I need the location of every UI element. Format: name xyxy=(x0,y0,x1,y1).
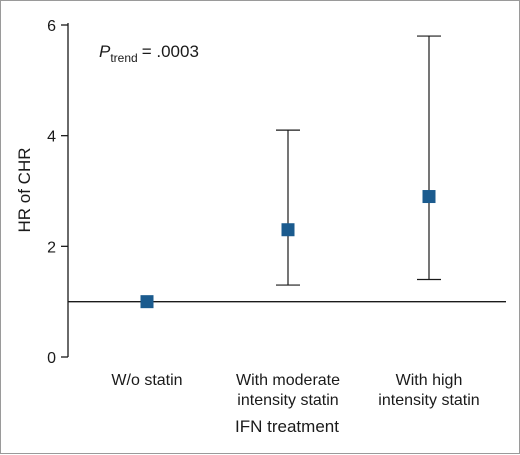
data-point-marker xyxy=(140,295,154,309)
x-category-label: W/o statin xyxy=(111,372,182,389)
y-tick-label: 6 xyxy=(47,18,56,35)
p-trend-annotation: Ptrend = .0003 xyxy=(99,42,199,65)
y-tick-label: 2 xyxy=(47,239,56,256)
points-group xyxy=(140,190,436,309)
data-point-marker xyxy=(281,223,295,237)
data-point-marker xyxy=(422,190,436,204)
x-axis-title: IFN treatment xyxy=(235,417,339,436)
axes-group: 0 2 4 6 xyxy=(47,18,69,367)
x-category-label: With moderate xyxy=(236,372,340,389)
p-value: = .0003 xyxy=(142,42,199,61)
y-tick-label: 0 xyxy=(47,350,56,367)
x-category-label: With high xyxy=(396,372,463,389)
x-category-label: intensity statin xyxy=(237,392,338,409)
y-axis-title: HR of CHR xyxy=(15,147,34,232)
y-tick-label: 4 xyxy=(47,129,56,146)
error-bars-group xyxy=(276,35,441,286)
p-symbol: P xyxy=(99,42,111,61)
x-category-label: intensity statin xyxy=(378,392,479,409)
labels-group: W/o statin With moderate intensity statin W… xyxy=(111,372,479,409)
p-subscript: trend xyxy=(110,51,137,65)
